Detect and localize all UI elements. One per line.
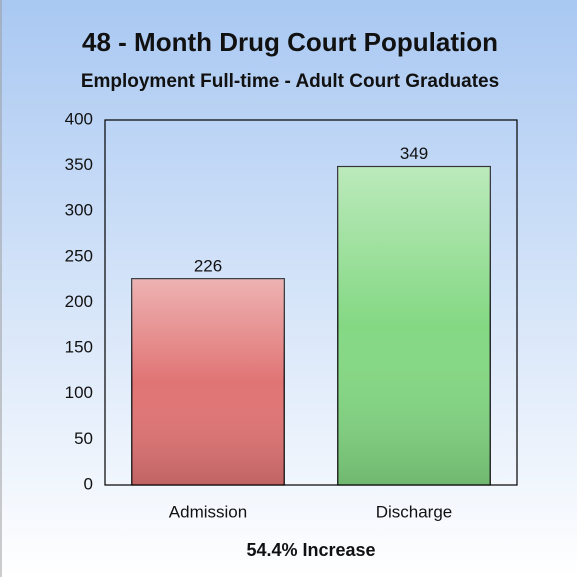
value-label: 349	[400, 144, 428, 163]
y-tick-label: 200	[65, 292, 93, 311]
y-tick-label: 0	[84, 474, 93, 493]
chart-title: 48 - Month Drug Court Population	[82, 27, 498, 57]
bar	[337, 165, 491, 486]
y-tick-label: 50	[74, 429, 93, 448]
annotation: 54.4% Increase	[246, 540, 375, 560]
y-tick-label: 250	[65, 246, 93, 265]
y-tick-label: 150	[65, 338, 93, 357]
x-tick-label: Admission	[169, 502, 247, 521]
plot-area	[104, 119, 518, 486]
y-tick-label: 350	[65, 155, 93, 174]
y-tick-label: 100	[65, 383, 93, 402]
chart-subtitle: Employment Full-time - Adult Court Gradu…	[81, 71, 499, 92]
bar	[131, 278, 285, 486]
x-tick-label: Discharge	[376, 502, 453, 521]
y-tick-label: 400	[65, 109, 93, 128]
value-label: 226	[194, 256, 222, 275]
y-tick-label: 300	[65, 201, 93, 220]
